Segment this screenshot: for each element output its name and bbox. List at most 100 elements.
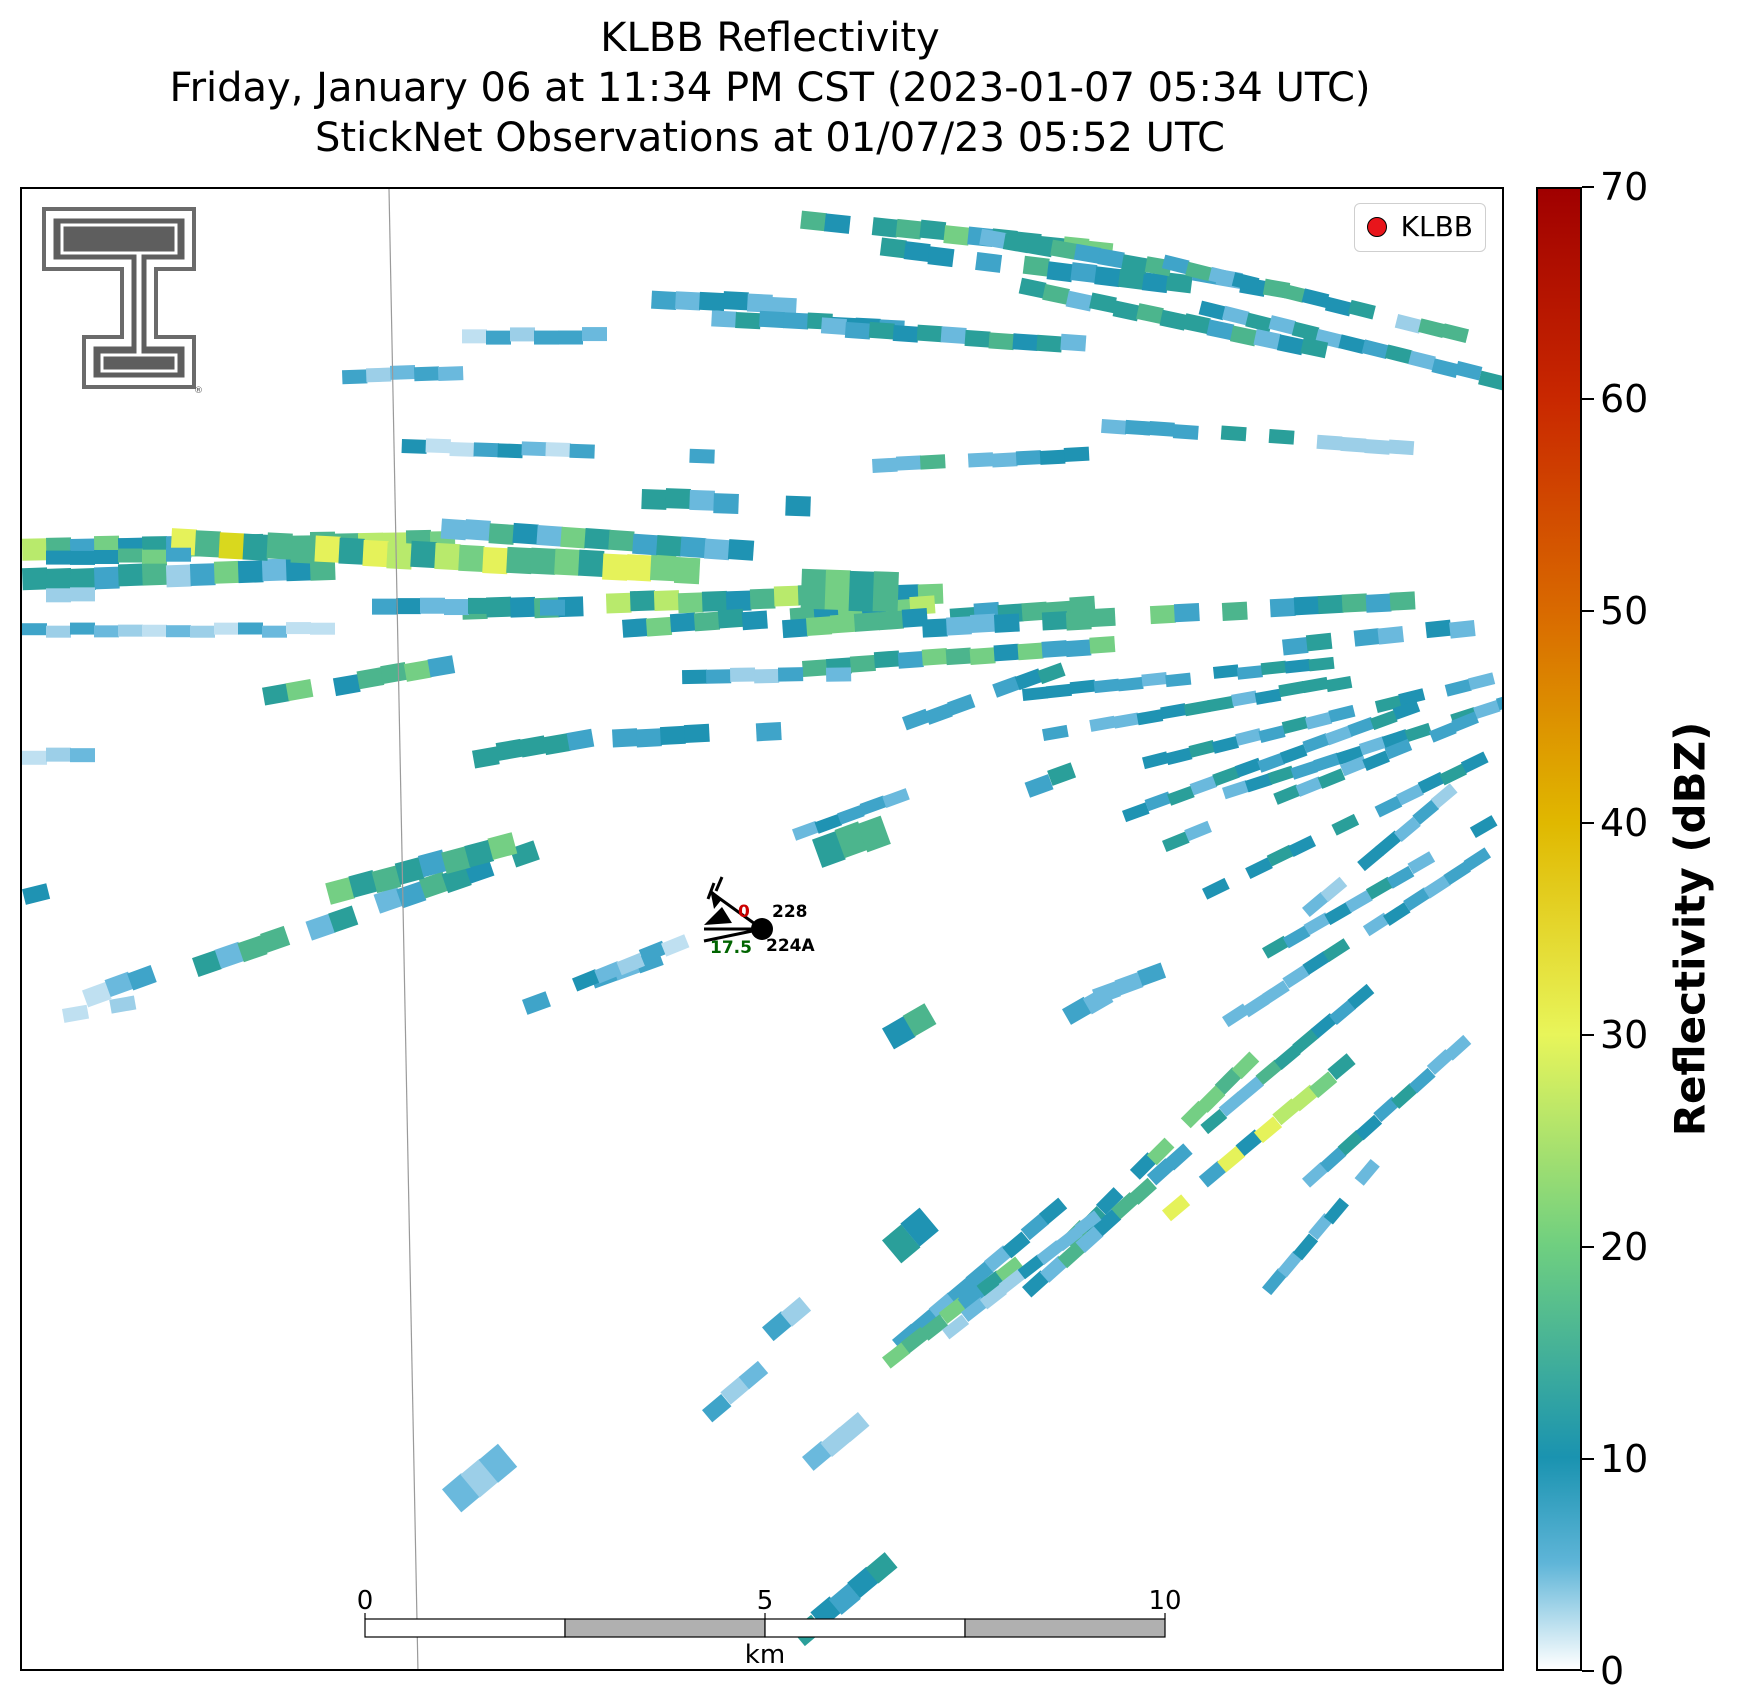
reflectivity-cell xyxy=(1021,1270,1050,1298)
reflectivity-cell xyxy=(669,612,697,633)
reflectivity-cell xyxy=(1037,662,1066,685)
reflectivity-cell xyxy=(1354,1158,1380,1186)
reflectivity-cell xyxy=(1220,425,1247,442)
reflectivity-cell xyxy=(1301,676,1329,694)
reflectivity-cell xyxy=(1361,339,1390,360)
reflectivity-cell xyxy=(1164,1143,1193,1171)
reflectivity-cell xyxy=(1468,672,1496,691)
reflectivity-cell xyxy=(1180,1100,1209,1129)
reflectivity-cell xyxy=(1370,710,1398,731)
colorbar-tick xyxy=(1582,610,1594,612)
reflectivity-cell xyxy=(927,246,955,268)
reflectivity-cell xyxy=(560,526,587,549)
reflectivity-cell xyxy=(653,590,680,611)
scale-bar-label-5: 5 xyxy=(757,1586,774,1616)
reflectivity-cell xyxy=(1324,902,1353,926)
reflectivity-cell xyxy=(1012,333,1039,352)
reflectivity-cell xyxy=(1073,243,1102,264)
reflectivity-cell xyxy=(903,241,931,263)
reflectivity-cell xyxy=(1273,1044,1301,1071)
reflectivity-cell xyxy=(877,610,904,631)
reflectivity-cell xyxy=(237,935,268,963)
reflectivity-cell xyxy=(242,533,269,561)
reflectivity-cell xyxy=(554,548,581,576)
reflectivity-cell xyxy=(941,1314,970,1340)
reflectivity-cell xyxy=(820,1427,852,1458)
reflectivity-cell xyxy=(70,550,95,565)
reflectivity-cell xyxy=(1260,660,1287,676)
reflectivity-cell xyxy=(1357,845,1385,872)
reflectivity-cell xyxy=(1063,446,1090,462)
reflectivity-cell xyxy=(773,585,800,607)
reflectivity-cell xyxy=(1253,328,1282,350)
reflectivity-cell xyxy=(722,291,749,311)
wind-barb-flag xyxy=(710,889,722,909)
reflectivity-cell xyxy=(1159,309,1188,331)
reflectivity-cell xyxy=(814,813,843,834)
reflectivity-cell xyxy=(534,330,559,345)
reflectivity-cell xyxy=(127,965,157,991)
reflectivity-cell xyxy=(1036,1240,1064,1266)
reflectivity-cell xyxy=(837,804,865,825)
reflectivity-cell xyxy=(1325,675,1353,693)
reflectivity-cell xyxy=(70,622,95,635)
reflectivity-cell xyxy=(717,608,744,629)
colorbar xyxy=(1536,187,1582,1671)
reflectivity-cell xyxy=(1301,288,1330,309)
reflectivity-cell xyxy=(1189,775,1218,796)
reflectivity-cell xyxy=(979,1284,1007,1310)
reflectivity-cell xyxy=(689,489,715,511)
reflectivity-cell xyxy=(1122,802,1150,823)
reflectivity-cell xyxy=(396,881,427,909)
reflectivity-cell xyxy=(93,566,120,590)
reflectivity-cell xyxy=(868,321,895,340)
reflectivity-cell xyxy=(675,291,701,311)
reflectivity-cell xyxy=(1469,815,1498,839)
colorbar-tick xyxy=(1582,1458,1594,1460)
reflectivity-cell xyxy=(1473,699,1501,720)
reflectivity-cell xyxy=(1340,436,1367,453)
reflectivity-cell xyxy=(605,592,632,614)
reflectivity-cell xyxy=(638,940,668,964)
reflectivity-cell xyxy=(1439,763,1468,786)
reflectivity-cell xyxy=(1308,656,1335,672)
reflectivity-echoes xyxy=(22,210,1502,1647)
reflectivity-cell xyxy=(260,925,291,953)
reflectivity-cell xyxy=(1141,272,1169,294)
reflectivity-cell xyxy=(1444,678,1472,697)
reflectivity-cell xyxy=(1235,728,1263,746)
reflectivity-cell xyxy=(81,981,112,1008)
reflectivity-cell xyxy=(693,611,721,632)
reflectivity-cell xyxy=(1389,591,1416,611)
reflectivity-cell xyxy=(1042,283,1070,305)
reflectivity-cell xyxy=(462,329,487,344)
reflectivity-cell xyxy=(659,725,686,746)
reflectivity-cell xyxy=(969,613,996,633)
reflectivity-cell xyxy=(464,839,495,868)
reflectivity-cell xyxy=(118,624,143,637)
radar-map[interactable]: ® 0 228 17.5 224A 0 5 xyxy=(20,187,1504,1671)
reflectivity-cell xyxy=(873,650,900,669)
reflectivity-cell xyxy=(665,488,691,509)
reflectivity-cell xyxy=(1288,835,1317,857)
reflectivity-cell xyxy=(720,1376,750,1405)
reflectivity-cell xyxy=(1403,887,1431,912)
reflectivity-cell xyxy=(386,542,413,570)
reflectivity-cell xyxy=(46,747,71,762)
reflectivity-cell xyxy=(380,661,408,685)
reflectivity-cell xyxy=(1014,668,1044,691)
legend-label: KLBB xyxy=(1400,210,1473,243)
reflectivity-cell xyxy=(1392,700,1421,720)
reflectivity-cell xyxy=(1184,820,1212,842)
reflectivity-cell xyxy=(1417,771,1446,794)
reflectivity-cell xyxy=(1211,736,1240,754)
reflectivity-cell xyxy=(1093,678,1120,694)
reflectivity-cell xyxy=(486,330,511,345)
reflectivity-cell xyxy=(1165,747,1193,766)
reflectivity-cell xyxy=(924,703,953,725)
reflectivity-cell xyxy=(1425,619,1452,639)
reflectivity-cell xyxy=(1408,350,1436,371)
reflectivity-cell xyxy=(473,442,499,458)
reflectivity-cell xyxy=(1320,876,1348,903)
reflectivity-cell xyxy=(1089,292,1117,314)
